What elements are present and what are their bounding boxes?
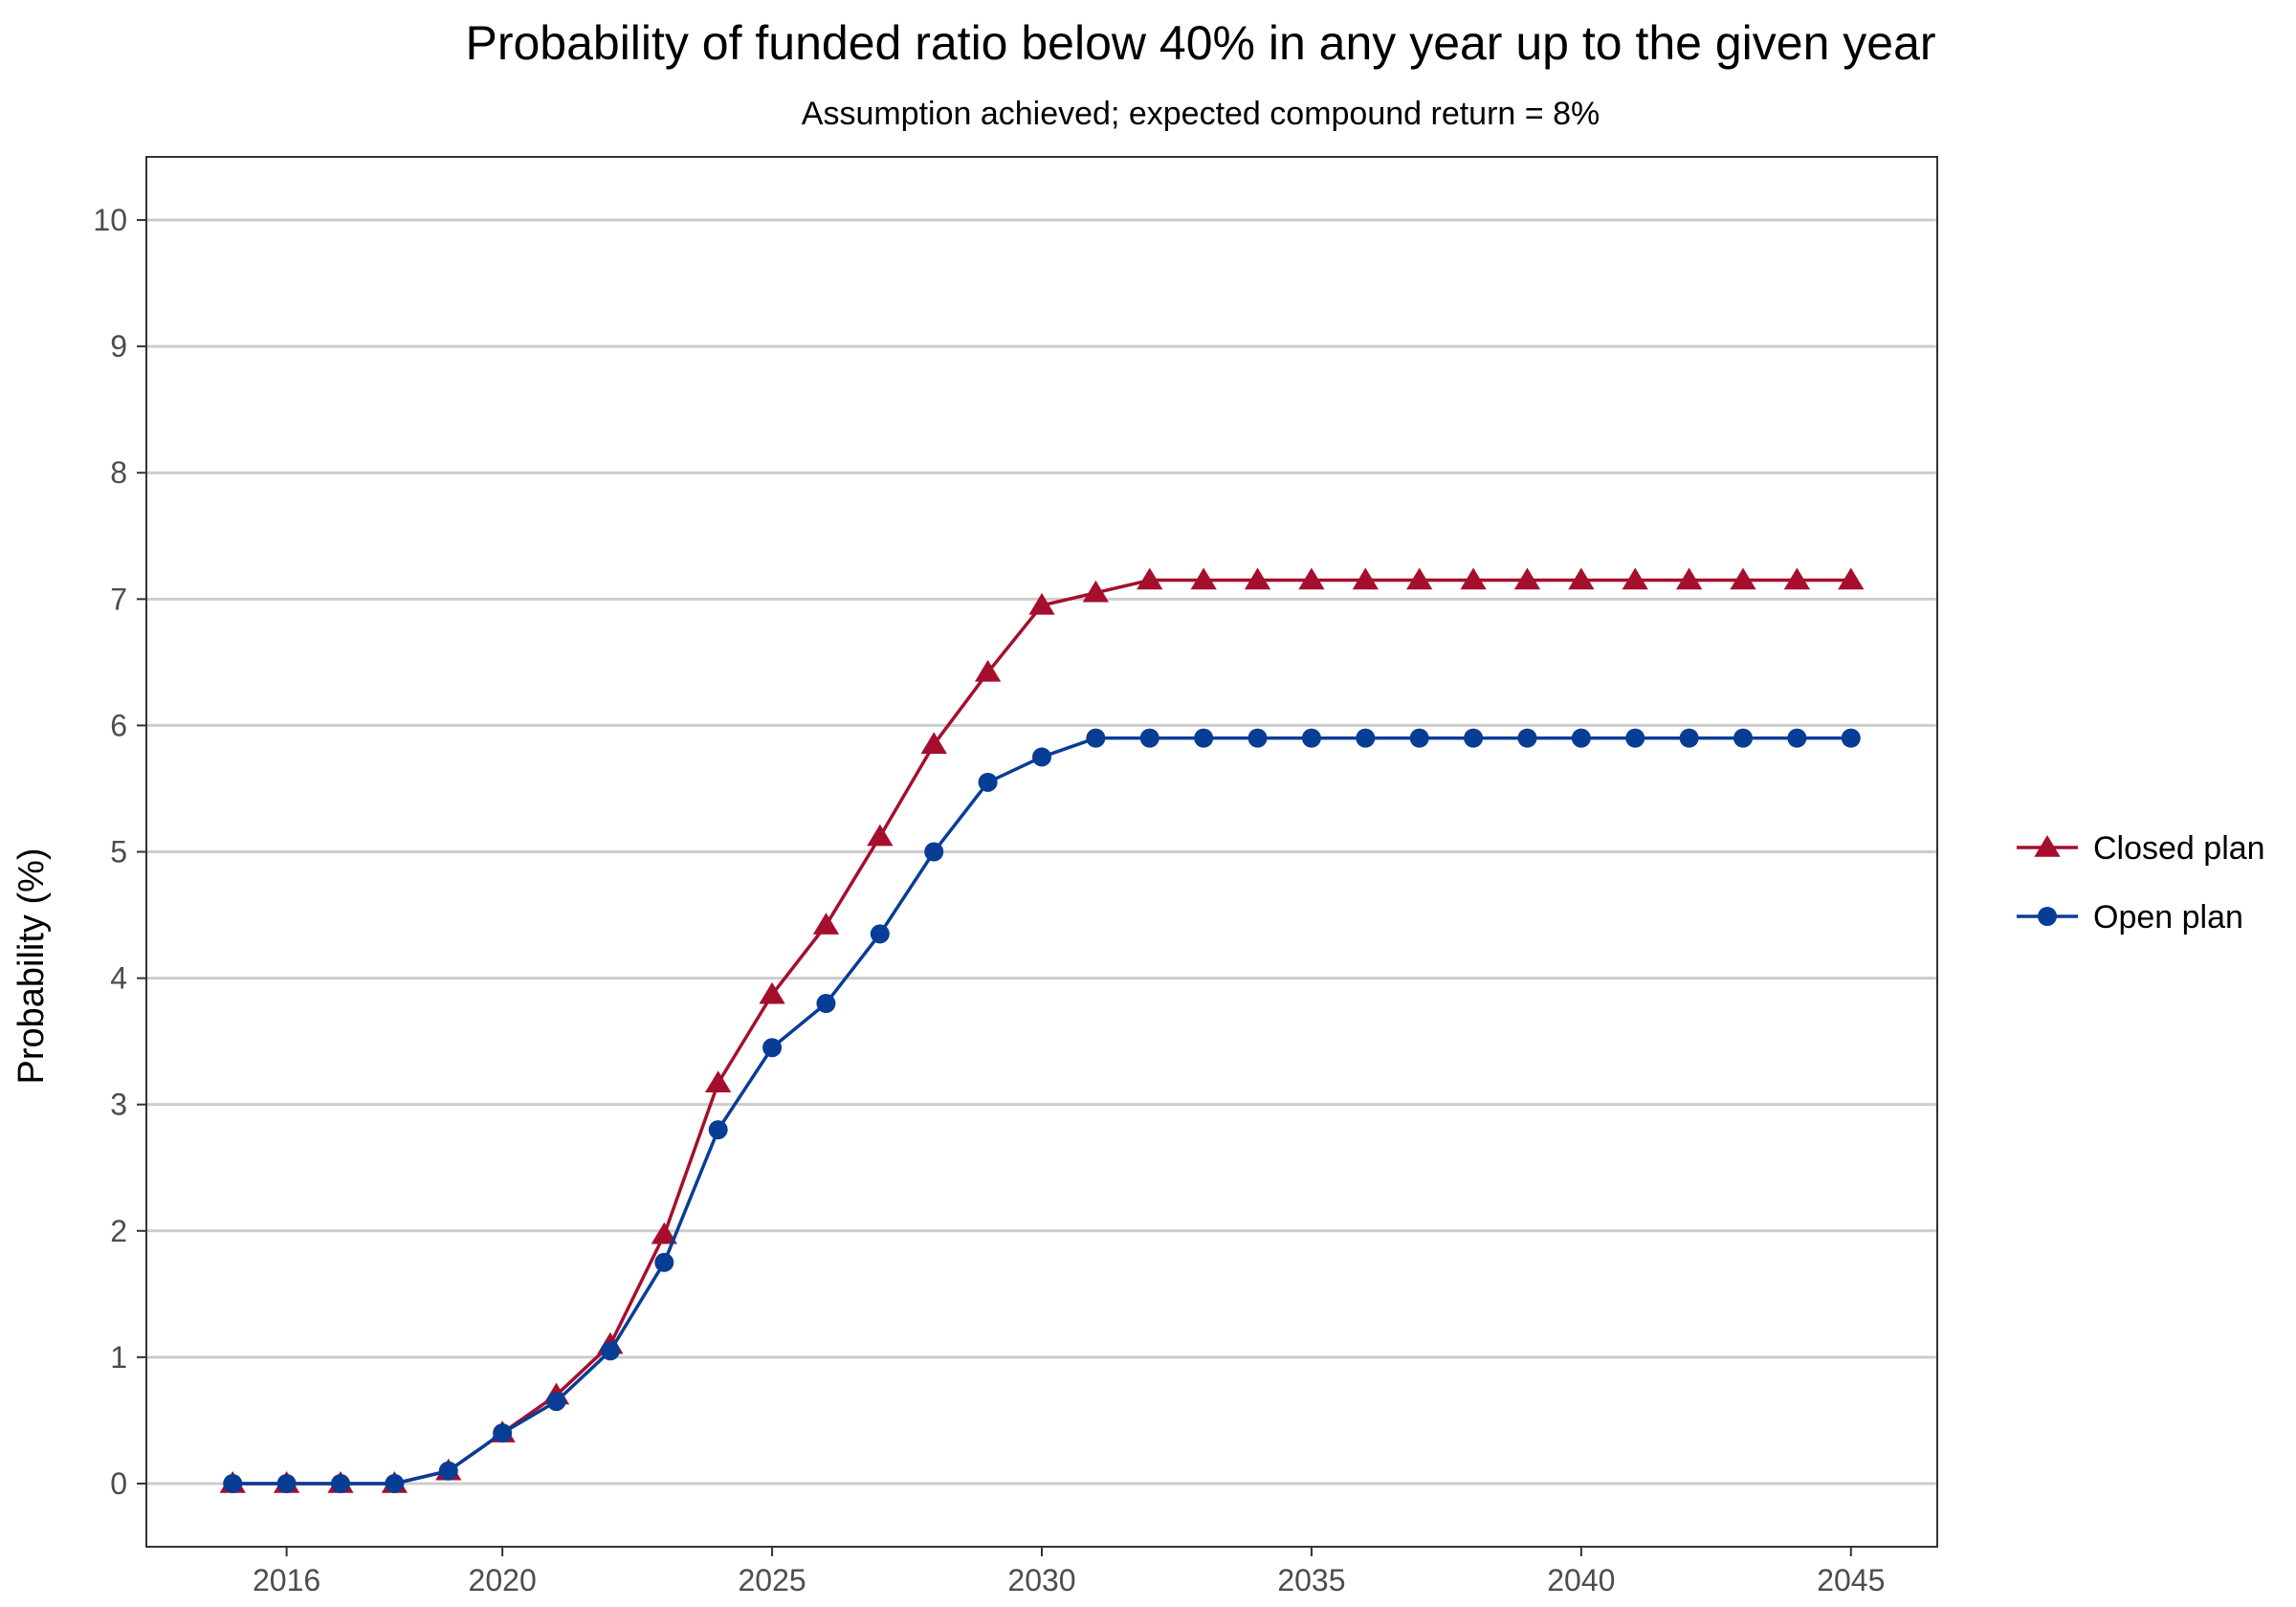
plot-panel-border: [145, 156, 1938, 1548]
data-point-circle: [493, 1423, 513, 1443]
chart-subtitle: Assumption achieved; expected compound r…: [802, 96, 1600, 132]
data-point-circle: [1679, 728, 1699, 748]
data-point-triangle: [1082, 580, 1110, 603]
data-point-circle: [1356, 728, 1376, 748]
data-point-circle: [924, 842, 944, 862]
data-point-triangle: [867, 824, 894, 847]
legend-triangle-icon: [2034, 835, 2061, 857]
data-point-circle: [1086, 728, 1106, 748]
data-point-triangle: [1838, 567, 1865, 590]
y-tick-label: 2: [110, 1214, 127, 1248]
data-point-circle: [762, 1038, 783, 1058]
data-point-triangle: [651, 1222, 677, 1244]
data-point-triangle: [812, 913, 840, 935]
y-tick-label: 5: [110, 835, 127, 870]
data-point-circle: [1787, 728, 1807, 748]
data-point-circle: [600, 1341, 620, 1361]
data-point-circle: [708, 1120, 728, 1140]
data-point-triangle: [1568, 567, 1595, 590]
data-point-triangle: [1190, 567, 1217, 590]
data-point-circle: [1194, 728, 1214, 748]
data-point-triangle: [1730, 567, 1756, 590]
chart-title: Probability of funded ratio below 40% in…: [465, 16, 1935, 70]
series-layer: [219, 567, 1865, 1493]
data-point-circle: [385, 1473, 405, 1493]
data-point-circle: [330, 1473, 350, 1493]
data-point-circle: [816, 994, 836, 1014]
x-tick-label: 2040: [1547, 1563, 1615, 1597]
series-line: [232, 578, 1851, 1486]
legend-circle-icon: [2038, 907, 2057, 926]
legend-item: Closed plan: [2017, 830, 2265, 867]
data-point-triangle: [1298, 567, 1325, 590]
data-point-triangle: [1352, 567, 1379, 590]
x-tick-label: 2030: [1007, 1563, 1075, 1597]
y-tick-label: 9: [110, 329, 127, 363]
data-point-circle: [1301, 728, 1321, 748]
y-tick-label: 4: [110, 961, 127, 996]
data-point-circle: [654, 1252, 674, 1272]
data-point-triangle: [1675, 567, 1703, 590]
series-open-plan: [223, 728, 1861, 1493]
x-axis-ticks: 2016 2020 2025 2030 2035 2040 2045: [253, 1547, 1885, 1597]
gridlines: [146, 218, 1937, 1486]
x-tick-label: 2025: [738, 1563, 806, 1597]
data-point-triangle: [1244, 567, 1271, 590]
legend-label: Open plan: [2093, 899, 2243, 936]
y-axis-label: Probability (%): [11, 848, 52, 1084]
legend-item: Open plan: [2017, 899, 2243, 936]
data-point-circle: [1247, 728, 1268, 748]
series-line: [232, 736, 1851, 1486]
y-tick-label: 0: [110, 1466, 127, 1501]
x-tick-label: 2016: [253, 1563, 320, 1597]
x-tick-label: 2020: [469, 1563, 537, 1597]
data-point-triangle: [1622, 567, 1648, 590]
data-point-circle: [978, 772, 998, 792]
data-point-triangle: [1406, 567, 1433, 590]
y-tick-label: 3: [110, 1088, 127, 1122]
y-tick-label: 10: [93, 203, 127, 237]
data-point-triangle: [759, 981, 785, 1004]
data-point-circle: [1841, 728, 1861, 748]
data-point-circle: [1032, 747, 1051, 767]
data-point-circle: [1464, 728, 1484, 748]
data-point-circle: [1571, 728, 1591, 748]
y-axis-ticks: 0 1 2 3 4 5 6 7 8 9 10: [93, 203, 146, 1501]
data-point-triangle: [920, 732, 947, 754]
legend-label: Closed plan: [2093, 830, 2265, 867]
data-point-triangle: [974, 659, 1002, 682]
data-point-circle: [1409, 728, 1429, 748]
data-point-circle: [546, 1392, 566, 1412]
data-point-circle: [223, 1473, 243, 1493]
data-point-circle: [1733, 728, 1754, 748]
data-point-triangle: [1028, 592, 1055, 615]
y-tick-label: 8: [110, 455, 127, 490]
data-point-circle: [276, 1473, 297, 1493]
data-point-triangle: [1137, 567, 1163, 590]
y-tick-label: 7: [110, 582, 127, 616]
data-point-triangle: [1460, 567, 1487, 590]
x-tick-label: 2035: [1277, 1563, 1345, 1597]
legend: Closed plan Open plan: [2017, 830, 2265, 936]
data-point-triangle: [1513, 567, 1541, 590]
y-tick-label: 1: [110, 1340, 127, 1375]
data-point-circle: [1625, 728, 1645, 748]
data-point-circle: [1517, 728, 1537, 748]
x-tick-label: 2045: [1817, 1563, 1885, 1597]
series-closed-plan: [219, 567, 1865, 1493]
data-point-triangle: [705, 1070, 732, 1092]
y-tick-label: 6: [110, 708, 127, 742]
data-point-triangle: [1783, 567, 1811, 590]
data-point-circle: [870, 924, 890, 944]
data-point-circle: [1139, 728, 1159, 748]
data-point-circle: [438, 1461, 458, 1481]
